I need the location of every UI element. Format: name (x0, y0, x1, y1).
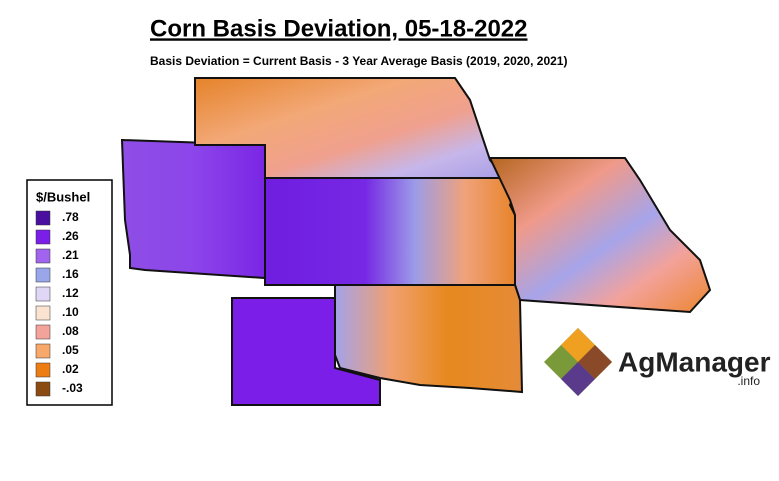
legend-swatch (35, 286, 51, 302)
legend-swatch (35, 267, 51, 283)
legend-swatch (35, 343, 51, 359)
legend-label: .05 (62, 343, 79, 357)
legend-swatch (35, 324, 51, 340)
logo-name: AgManager (618, 346, 771, 377)
legend-swatch (35, 305, 51, 321)
legend-label: .78 (62, 210, 79, 224)
legend-swatch (35, 229, 51, 245)
subtitle: Basis Deviation = Current Basis - 3 Year… (150, 54, 567, 68)
legend-label: .12 (62, 286, 79, 300)
legend-label: .26 (62, 229, 79, 243)
logo-suffix: .info (737, 374, 760, 388)
legend-swatch (35, 248, 51, 264)
legend-label: -.03 (62, 381, 83, 395)
region-oklahoma (334, 284, 524, 394)
legend-label: .21 (62, 248, 79, 262)
legend-label: .02 (62, 362, 79, 376)
legend-items: .78 .26 .21 .16 .12 .10 .08 .05 .02 -.03 (35, 210, 83, 397)
title: Corn Basis Deviation, 05-18-2022 (150, 15, 528, 42)
logo-chart (561, 362, 595, 396)
region-texas (231, 297, 381, 406)
legend-label: .10 (62, 305, 79, 319)
legend-title: $/Bushel (36, 189, 90, 204)
region-colorado (120, 138, 266, 280)
region-missouri (488, 157, 712, 314)
map (120, 77, 712, 406)
legend-swatch (35, 381, 51, 397)
legend-swatch (35, 210, 51, 226)
region-kansas (264, 177, 517, 286)
legend-label: .16 (62, 267, 79, 281)
logo: AgManager .info (544, 328, 771, 396)
legend-label: .08 (62, 324, 79, 338)
legend-swatch (35, 362, 51, 378)
